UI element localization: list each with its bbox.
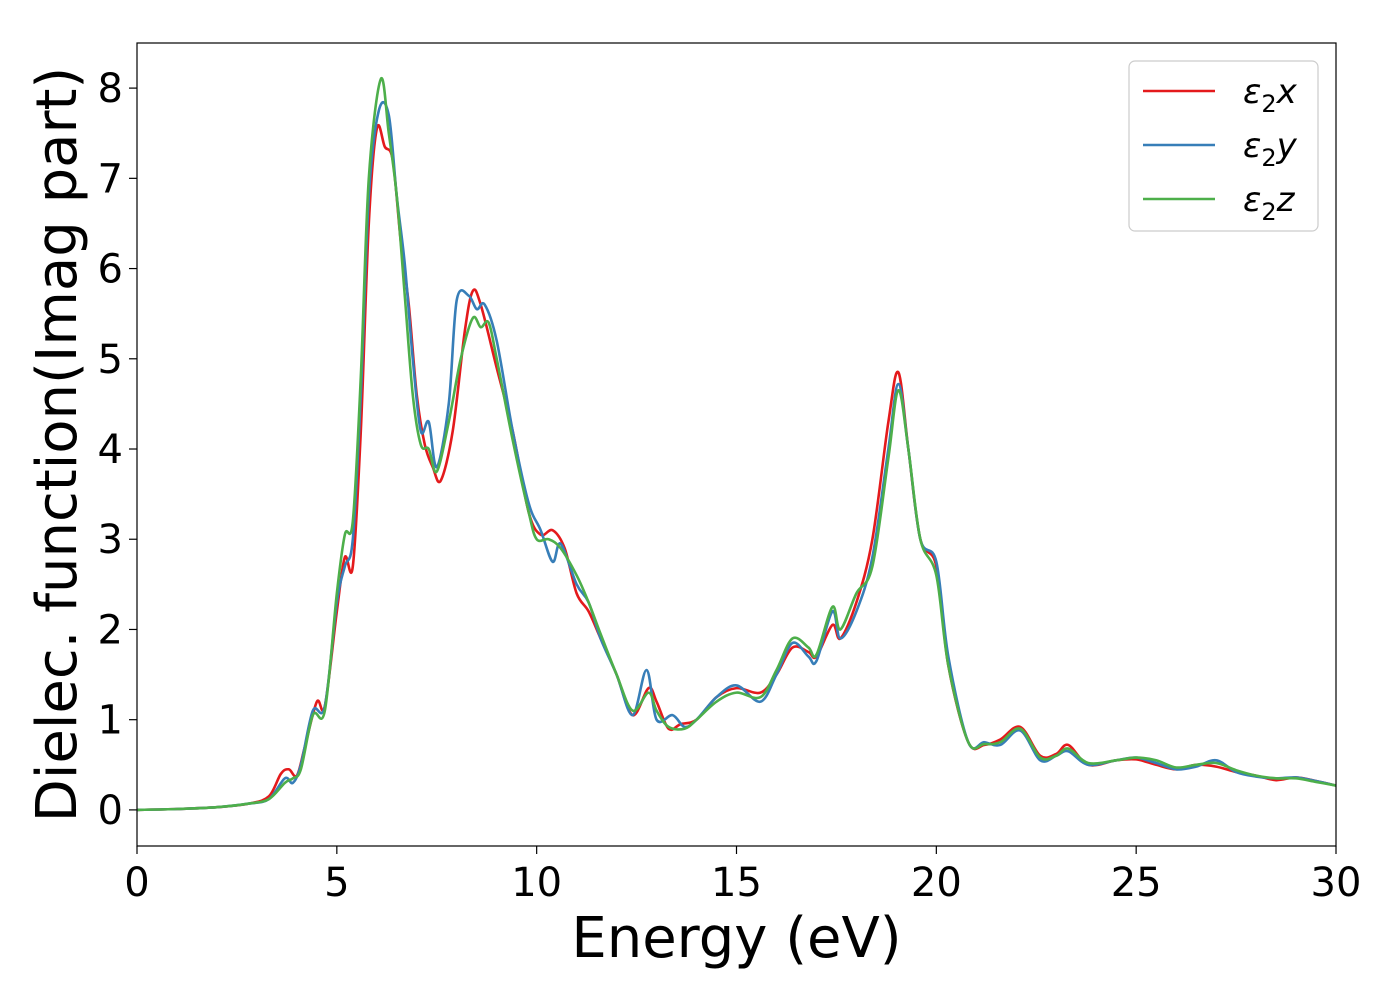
legend-label-base: ε xyxy=(1243,72,1261,112)
y-tick-label: 4 xyxy=(98,427,123,473)
y-axis-label: Dielec. function(Imag part) xyxy=(25,67,90,823)
series-line-x xyxy=(136,124,1337,812)
x-tick-label: 10 xyxy=(511,860,562,906)
x-axis-label: Energy (eV) xyxy=(571,906,901,971)
y-tick-label: 5 xyxy=(98,337,123,383)
legend-label-x: ε2x xyxy=(1243,72,1298,118)
legend-label-y: ε2y xyxy=(1243,126,1298,172)
y-tick-label: 3 xyxy=(98,517,123,563)
x-tick-label: 5 xyxy=(324,860,349,906)
series-layer xyxy=(136,77,1337,812)
legend-label-z: ε2z xyxy=(1243,180,1296,226)
y-tick-label: 8 xyxy=(98,66,123,112)
y-tick-label: 7 xyxy=(98,156,123,202)
legend-label-subscript: 2 xyxy=(1261,90,1276,118)
y-tick-label: 2 xyxy=(98,607,123,653)
series-line-z xyxy=(136,77,1337,812)
legend-label-variable: z xyxy=(1276,180,1296,220)
y-tick-label: 0 xyxy=(98,788,123,834)
x-tick-label: 20 xyxy=(911,860,962,906)
x-tick-label: 15 xyxy=(711,860,762,906)
x-axis-ticks: 0 5 10 15 20 25 30 xyxy=(124,846,1361,906)
legend-label-base: ε xyxy=(1243,180,1261,220)
legend-label-subscript: 2 xyxy=(1261,144,1276,172)
legend-label-subscript: 2 xyxy=(1261,198,1276,226)
legend-label-variable: y xyxy=(1276,126,1298,166)
x-tick-label: 30 xyxy=(1311,860,1362,906)
legend-box xyxy=(1128,60,1319,232)
x-tick-label: 25 xyxy=(1111,860,1162,906)
legend-label-variable: x xyxy=(1276,72,1298,112)
y-tick-label: 1 xyxy=(98,698,123,744)
x-tick-label: 0 xyxy=(124,860,149,906)
y-axis-ticks: 0 1 2 3 4 5 6 7 8 xyxy=(98,66,137,834)
y-tick-label: 6 xyxy=(98,247,123,293)
legend-label-base: ε xyxy=(1243,126,1261,166)
